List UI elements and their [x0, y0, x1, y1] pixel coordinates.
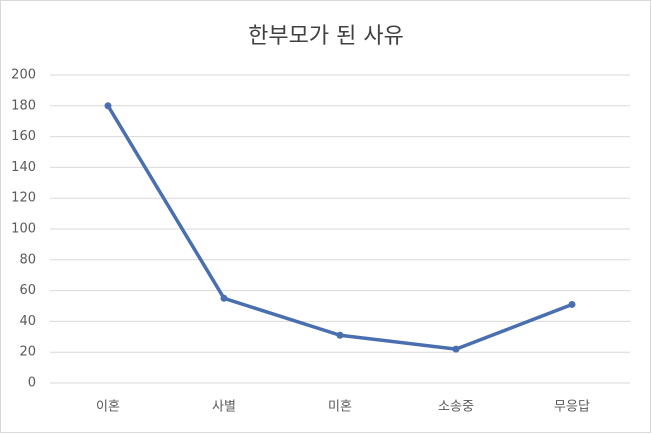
- data-point: [104, 102, 112, 110]
- y-tick-label: 80: [19, 252, 36, 267]
- y-tick-label: 140: [11, 160, 36, 175]
- data-point: [452, 345, 460, 353]
- chart-title: 한부모가 된 사유: [248, 24, 404, 49]
- y-tick-label: 180: [11, 98, 36, 113]
- data-point: [336, 331, 344, 339]
- y-tick-label: 40: [19, 314, 36, 329]
- x-tick-label: 미혼: [328, 400, 352, 415]
- y-tick-label: 60: [19, 283, 36, 298]
- y-tick-label: 0: [28, 376, 36, 391]
- y-tick-label: 200: [11, 68, 36, 83]
- x-tick-label: 소송중: [438, 400, 474, 415]
- y-tick-label: 120: [11, 191, 36, 206]
- x-tick-label: 무응답: [554, 400, 590, 415]
- y-tick-label: 20: [19, 345, 36, 360]
- data-point: [220, 294, 228, 302]
- x-tick-label: 사별: [212, 400, 236, 415]
- data-point: [568, 300, 576, 308]
- y-tick-label: 160: [11, 129, 36, 144]
- x-tick-label: 이혼: [96, 400, 120, 415]
- y-tick-label: 100: [11, 222, 36, 237]
